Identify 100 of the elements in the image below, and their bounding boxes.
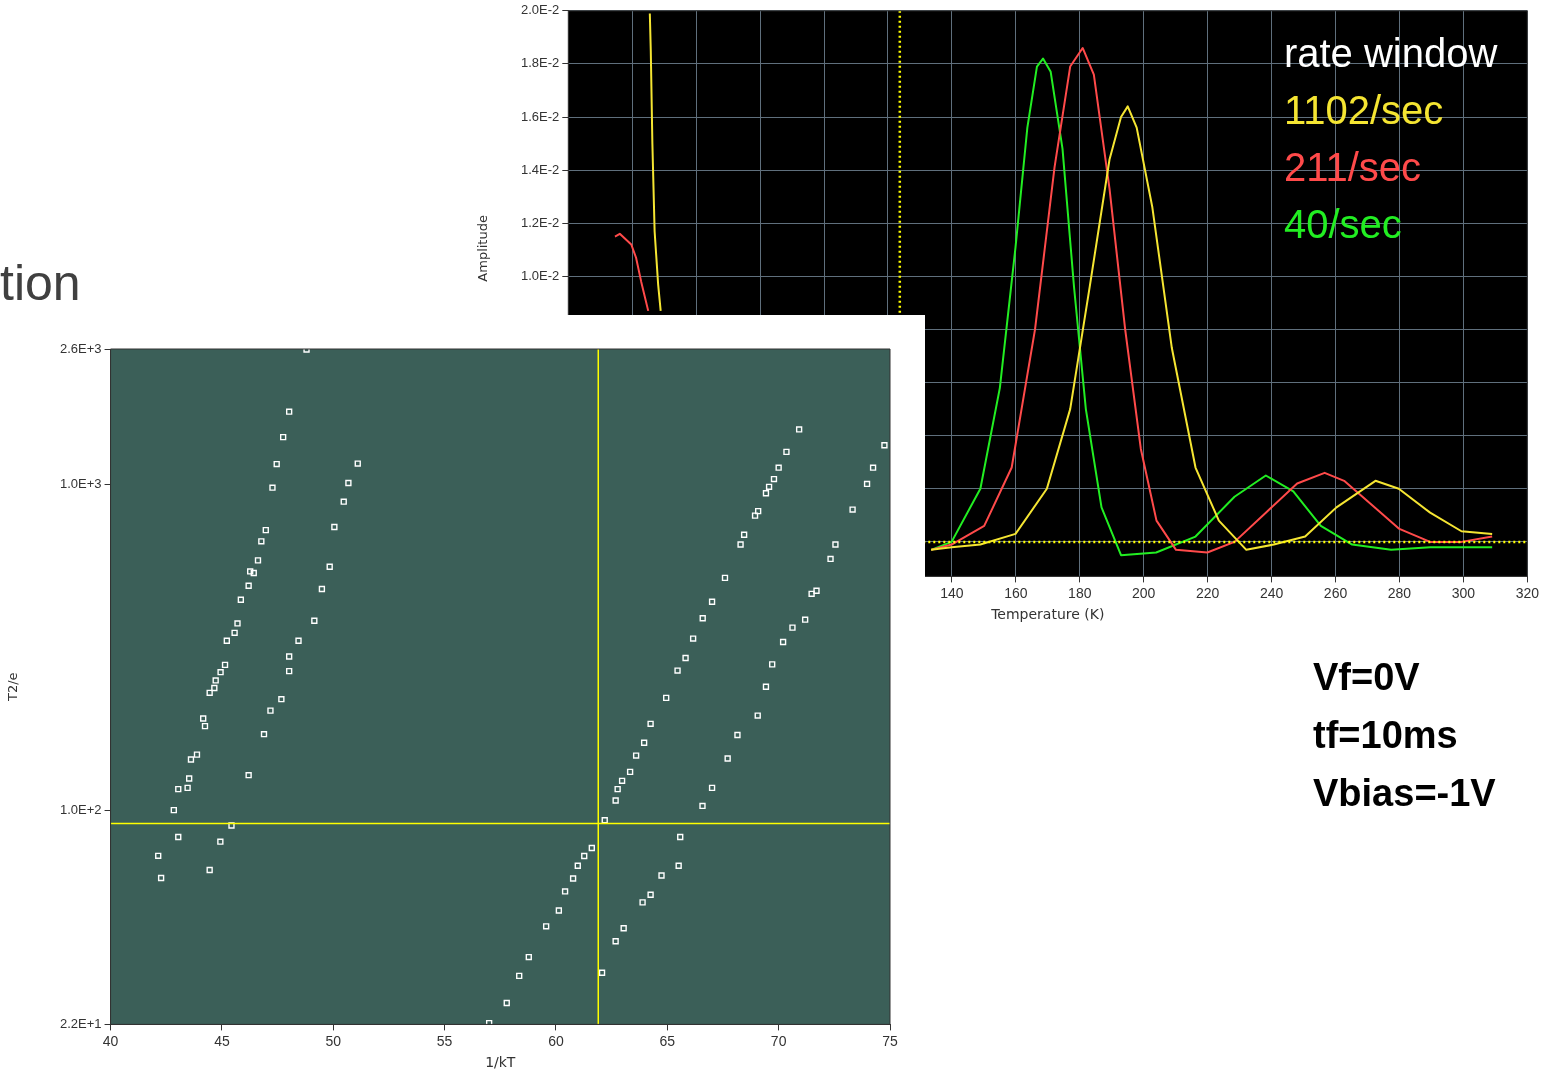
point <box>574 862 581 869</box>
point <box>157 874 165 882</box>
y-tick-label: 1.8E-2 <box>520 55 560 71</box>
point <box>762 490 770 497</box>
x-tick-label: 40 <box>102 1032 119 1049</box>
point <box>278 695 285 703</box>
x-tick-label: 50 <box>325 1032 342 1049</box>
point <box>561 888 569 895</box>
point <box>206 866 213 874</box>
point <box>699 802 706 810</box>
point <box>354 460 361 467</box>
point <box>193 751 201 758</box>
point <box>184 784 191 792</box>
point <box>620 925 627 932</box>
point <box>260 731 268 738</box>
point <box>612 938 619 945</box>
point <box>689 635 697 642</box>
x-tick-label: 55 <box>436 1032 453 1049</box>
point <box>267 707 274 714</box>
point <box>221 661 229 669</box>
y-tick-label: 2.0E-2 <box>520 2 560 18</box>
point <box>217 838 224 845</box>
point <box>849 506 856 513</box>
point <box>250 569 257 577</box>
y-tick-label: 1.0E+2 <box>59 801 102 817</box>
point <box>721 574 729 582</box>
point <box>863 480 871 488</box>
point <box>775 464 782 471</box>
point <box>658 872 665 879</box>
point <box>318 585 326 593</box>
point <box>285 653 293 660</box>
y-axis-title: Amplitude <box>475 215 491 282</box>
point <box>795 426 803 433</box>
point <box>770 475 778 483</box>
point <box>186 775 193 782</box>
point <box>751 512 759 519</box>
point <box>542 923 550 930</box>
point <box>503 999 510 1007</box>
point <box>155 852 162 859</box>
x-tick-label: 45 <box>214 1032 230 1049</box>
point <box>245 582 252 589</box>
point <box>212 677 219 684</box>
point <box>279 433 287 441</box>
point <box>223 637 230 644</box>
point <box>737 541 744 548</box>
y-axis-title: T2/e <box>5 672 21 702</box>
point <box>827 555 834 563</box>
y-tick-label: 1.2E-2 <box>520 214 560 230</box>
point <box>675 862 682 869</box>
text: tion <box>0 255 81 311</box>
point <box>699 615 706 622</box>
point <box>601 817 608 824</box>
point <box>175 785 182 793</box>
x-tick-label: 260 <box>1323 584 1348 601</box>
point <box>612 797 619 804</box>
point <box>754 507 762 515</box>
point <box>273 460 280 468</box>
text: Vf=0V <box>1313 656 1420 698</box>
point <box>201 722 209 730</box>
point <box>206 689 213 697</box>
point <box>211 684 218 692</box>
point <box>639 899 646 906</box>
point <box>340 498 347 505</box>
point <box>674 667 681 674</box>
x-tick-label: 75 <box>882 1032 898 1049</box>
x-tick-label: 280 <box>1387 584 1412 601</box>
y-tick-label: 1.0E-2 <box>520 267 560 283</box>
point <box>677 833 684 841</box>
x-tick-label: 240 <box>1259 584 1284 601</box>
point <box>640 739 648 746</box>
point <box>237 596 245 603</box>
point <box>813 587 820 594</box>
point <box>345 479 352 487</box>
point <box>708 598 716 605</box>
point <box>779 638 787 646</box>
text: tf=10ms <box>1313 714 1458 756</box>
point <box>217 669 224 676</box>
point <box>647 720 654 727</box>
x-tick-label: 160 <box>1004 584 1028 601</box>
text: 211/sec <box>1283 144 1422 189</box>
point <box>187 756 195 763</box>
x-tick-label: 70 <box>770 1032 787 1049</box>
x-tick-label: 140 <box>940 584 964 601</box>
point <box>326 563 333 570</box>
y-tick-label: 1.6E-2 <box>520 108 560 124</box>
point <box>765 483 773 490</box>
point <box>740 531 748 538</box>
y-tick-label: 2.6E+3 <box>59 340 102 356</box>
x-axis-title: 1/kT <box>485 1054 516 1071</box>
point <box>269 484 276 491</box>
point <box>618 777 626 784</box>
point <box>581 852 588 860</box>
point <box>555 907 563 914</box>
point <box>598 969 606 976</box>
point <box>881 442 888 449</box>
point <box>647 891 654 898</box>
point <box>588 844 595 852</box>
point <box>331 523 338 531</box>
point <box>614 785 621 793</box>
point <box>295 637 302 644</box>
